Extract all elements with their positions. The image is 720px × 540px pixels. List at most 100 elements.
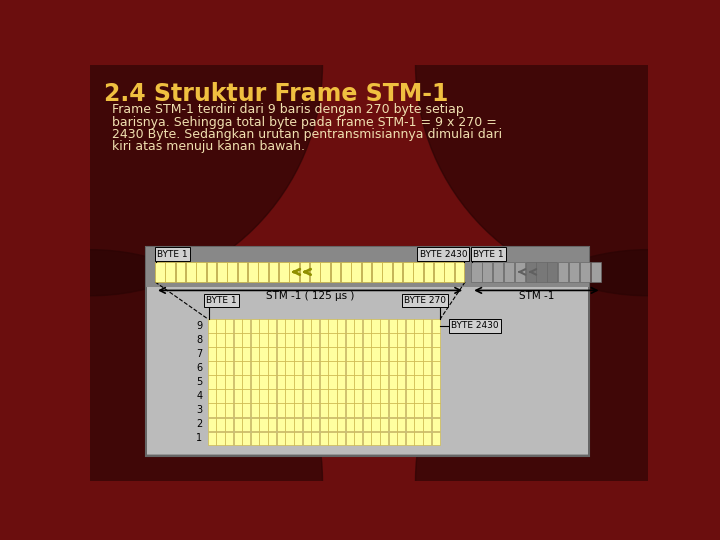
Bar — [217, 403, 225, 417]
Bar — [294, 361, 302, 375]
Bar — [337, 431, 345, 445]
Bar — [423, 333, 431, 347]
Bar — [363, 389, 371, 403]
Bar — [423, 389, 431, 403]
Bar — [346, 403, 354, 417]
Bar — [432, 431, 440, 445]
Bar — [397, 431, 405, 445]
Bar — [415, 389, 423, 403]
Bar — [268, 431, 276, 445]
Bar — [311, 389, 320, 403]
Bar — [397, 319, 405, 333]
Bar — [294, 389, 302, 403]
Bar — [225, 389, 233, 403]
Bar — [363, 431, 371, 445]
Bar — [558, 262, 568, 282]
Bar — [389, 375, 397, 389]
Bar — [354, 347, 362, 361]
Bar — [217, 389, 225, 403]
Bar — [259, 375, 268, 389]
Bar — [330, 262, 341, 282]
Bar — [276, 403, 285, 417]
Bar — [259, 417, 268, 431]
Bar — [225, 333, 233, 347]
Bar — [337, 417, 345, 431]
Bar — [434, 262, 444, 282]
Bar — [285, 375, 294, 389]
Bar — [354, 403, 362, 417]
Bar — [225, 431, 233, 445]
Bar — [363, 417, 371, 431]
Text: 4: 4 — [197, 391, 202, 401]
Bar — [397, 375, 405, 389]
Bar — [389, 319, 397, 333]
Bar — [580, 262, 590, 282]
Bar — [423, 361, 431, 375]
Text: kiri atas menuju kanan bawah.: kiri atas menuju kanan bawah. — [112, 140, 305, 153]
Bar — [346, 333, 354, 347]
Bar — [590, 262, 601, 282]
Bar — [415, 361, 423, 375]
Bar — [354, 361, 362, 375]
Bar — [320, 417, 328, 431]
Bar — [406, 389, 414, 403]
Bar — [302, 333, 311, 347]
Bar — [268, 361, 276, 375]
Text: 5: 5 — [196, 377, 202, 387]
Bar — [406, 417, 414, 431]
Bar — [285, 431, 294, 445]
Bar — [380, 389, 388, 403]
Bar — [372, 431, 379, 445]
Bar — [302, 319, 311, 333]
Bar — [351, 262, 361, 282]
Bar — [276, 361, 285, 375]
Bar — [276, 375, 285, 389]
Text: BYTE 1: BYTE 1 — [157, 249, 187, 259]
Bar — [208, 333, 216, 347]
Bar — [372, 389, 379, 403]
Bar — [547, 262, 557, 282]
Bar — [294, 347, 302, 361]
Bar — [372, 417, 379, 431]
Bar — [251, 347, 259, 361]
Bar — [372, 361, 379, 375]
Bar — [423, 347, 431, 361]
Bar — [415, 375, 423, 389]
Bar — [337, 375, 345, 389]
Bar — [406, 319, 414, 333]
Text: STM -1 ( 125 μs ): STM -1 ( 125 μs ) — [266, 291, 354, 301]
Bar — [233, 431, 242, 445]
Bar — [415, 417, 423, 431]
Bar — [389, 431, 397, 445]
Bar — [311, 431, 320, 445]
Bar — [346, 347, 354, 361]
Bar — [148, 287, 588, 455]
Text: STM -1: STM -1 — [518, 291, 554, 301]
Bar — [248, 262, 258, 282]
Bar — [311, 333, 320, 347]
Circle shape — [415, 0, 720, 296]
Bar — [294, 375, 302, 389]
Bar — [311, 417, 320, 431]
Bar — [328, 417, 336, 431]
Bar — [372, 403, 379, 417]
Bar — [225, 319, 233, 333]
Bar — [228, 262, 237, 282]
Bar — [406, 375, 414, 389]
Bar — [242, 319, 251, 333]
Bar — [242, 431, 251, 445]
Bar — [259, 333, 268, 347]
Bar — [526, 262, 536, 282]
Bar — [397, 389, 405, 403]
Text: BYTE 270: BYTE 270 — [404, 296, 446, 305]
Bar — [197, 262, 206, 282]
Bar — [276, 417, 285, 431]
Bar — [337, 389, 345, 403]
Bar — [217, 319, 225, 333]
Bar — [276, 333, 285, 347]
Bar — [354, 417, 362, 431]
Bar — [285, 319, 294, 333]
Text: 2.4 Struktur Frame STM-1: 2.4 Struktur Frame STM-1 — [104, 82, 449, 106]
Bar — [233, 417, 242, 431]
Text: 6: 6 — [197, 363, 202, 373]
